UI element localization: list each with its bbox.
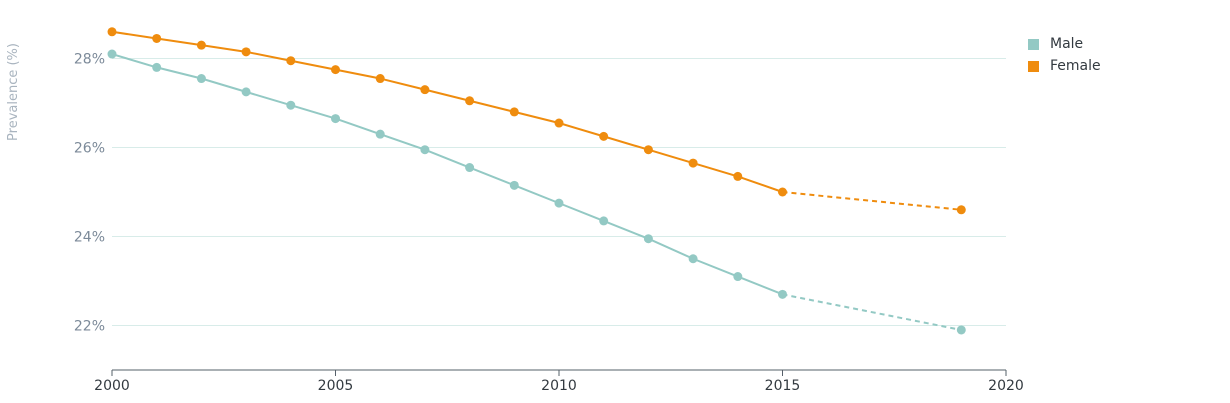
y-tick-label-28: 28% bbox=[74, 52, 105, 68]
x-axis-ticks: 2000 2005 2010 2015 2020 bbox=[94, 370, 1024, 394]
legend-item-male[interactable]: Male bbox=[1028, 33, 1101, 55]
legend: Male Female bbox=[1028, 33, 1101, 77]
y-tick-label-24: 24% bbox=[74, 230, 105, 246]
y-tick-label-26: 26% bbox=[74, 141, 105, 157]
data-point-male-2010[interactable] bbox=[554, 198, 564, 208]
data-point-female-2006[interactable] bbox=[375, 74, 385, 84]
data-point-male-2009[interactable] bbox=[509, 180, 519, 190]
data-point-male-2012[interactable] bbox=[643, 234, 653, 244]
series-line-female bbox=[111, 30, 783, 193]
legend-item-female[interactable]: Female bbox=[1028, 55, 1101, 77]
data-point-male-2003[interactable] bbox=[241, 87, 251, 97]
data-point-male-2014[interactable] bbox=[733, 272, 743, 282]
data-point-female-2000[interactable] bbox=[107, 27, 117, 37]
series-male bbox=[107, 49, 966, 335]
x-tick-label-2015: 2015 bbox=[765, 378, 801, 394]
data-point-female-2013[interactable] bbox=[688, 158, 698, 168]
series-line-male bbox=[111, 53, 783, 296]
series-female bbox=[107, 27, 966, 215]
y-tick-label-22: 22% bbox=[74, 319, 105, 335]
data-point-female-2008[interactable] bbox=[465, 96, 475, 106]
series-projection-female bbox=[782, 191, 962, 211]
x-tick-label-2010: 2010 bbox=[541, 378, 577, 394]
data-point-female-2010[interactable] bbox=[554, 118, 564, 128]
data-point-female-2001[interactable] bbox=[152, 33, 162, 43]
legend-label-female: Female bbox=[1050, 58, 1101, 74]
data-point-female-2011[interactable] bbox=[599, 131, 609, 141]
data-point-female-2003[interactable] bbox=[241, 47, 251, 57]
data-point-female-2007[interactable] bbox=[420, 85, 430, 95]
data-point-female-2019[interactable] bbox=[956, 205, 966, 215]
data-point-male-2001[interactable] bbox=[152, 62, 162, 72]
y-axis-ticks: 22% 24% 26% 28% bbox=[74, 52, 105, 335]
data-point-male-2006[interactable] bbox=[375, 129, 385, 139]
data-point-female-2012[interactable] bbox=[643, 145, 653, 155]
data-point-male-2005[interactable] bbox=[331, 114, 340, 124]
data-point-male-2011[interactable] bbox=[599, 216, 609, 226]
legend-swatch-male bbox=[1028, 38, 1039, 50]
series-projection-male bbox=[782, 293, 962, 331]
y-axis-title: Prevalence (%) bbox=[6, 43, 21, 141]
data-point-male-2019[interactable] bbox=[956, 325, 966, 335]
x-tick-label-2020: 2020 bbox=[988, 378, 1024, 394]
data-point-male-2002[interactable] bbox=[196, 74, 206, 84]
data-point-female-2004[interactable] bbox=[286, 56, 296, 66]
legend-swatch-female bbox=[1028, 60, 1039, 72]
data-point-male-2015[interactable] bbox=[778, 289, 787, 299]
x-tick-label-2000: 2000 bbox=[94, 378, 130, 394]
data-point-male-2000[interactable] bbox=[107, 49, 117, 59]
grid-lines bbox=[112, 58, 1006, 326]
data-point-female-2014[interactable] bbox=[733, 171, 743, 181]
x-tick-label-2005: 2005 bbox=[318, 378, 354, 394]
data-point-female-2015[interactable] bbox=[778, 187, 787, 197]
data-point-female-2002[interactable] bbox=[196, 40, 206, 50]
data-point-male-2007[interactable] bbox=[420, 145, 430, 155]
data-point-male-2004[interactable] bbox=[286, 100, 296, 110]
data-point-male-2013[interactable] bbox=[688, 254, 698, 264]
data-point-female-2009[interactable] bbox=[509, 107, 519, 117]
data-series bbox=[107, 27, 966, 335]
data-point-female-2005[interactable] bbox=[331, 65, 340, 75]
legend-label-male: Male bbox=[1050, 36, 1084, 52]
data-point-male-2008[interactable] bbox=[465, 163, 475, 173]
